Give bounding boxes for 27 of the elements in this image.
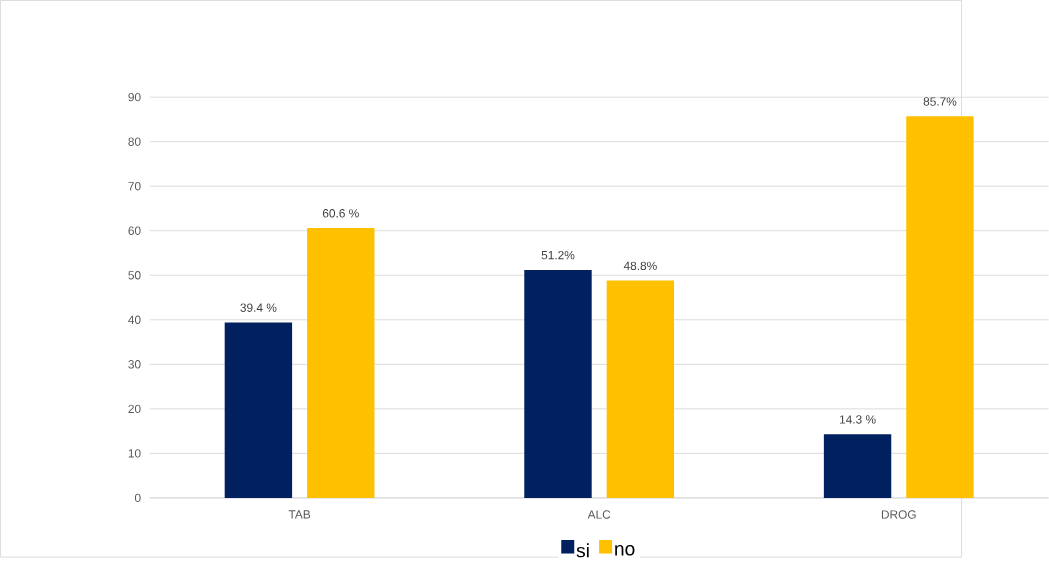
y-tick-label: 80 <box>128 137 141 146</box>
data-label: 85.7% <box>923 97 957 106</box>
y-tick-label: 70 <box>128 181 141 191</box>
bar <box>606 280 675 498</box>
y-tick-label: 60 <box>128 226 141 235</box>
data-label: 51.2% <box>541 250 575 260</box>
y-tick-label: 40 <box>128 315 141 324</box>
bar <box>307 227 375 498</box>
x-tick-label: TAB <box>288 510 311 519</box>
bar <box>524 269 592 498</box>
data-label: 39.4 % <box>240 303 277 312</box>
data-label: 48.8% <box>623 261 657 270</box>
y-tick-label: 0 <box>134 493 141 503</box>
x-tick-label: DROG <box>881 510 916 519</box>
bar <box>823 434 892 498</box>
y-tick-label: 50 <box>128 270 141 280</box>
bar <box>224 322 293 498</box>
y-tick-label: 10 <box>128 449 141 458</box>
y-tick-label: 20 <box>128 404 141 413</box>
data-label: 14.3 % <box>839 415 876 424</box>
legend-label: no <box>615 544 635 556</box>
y-tick-label: 30 <box>128 360 141 369</box>
x-tick-label: ALC <box>587 510 611 519</box>
data-label: 60.6 % <box>322 208 359 218</box>
bar <box>906 116 974 498</box>
legend-label: si <box>576 543 589 558</box>
y-tick-label: 90 <box>128 92 141 102</box>
